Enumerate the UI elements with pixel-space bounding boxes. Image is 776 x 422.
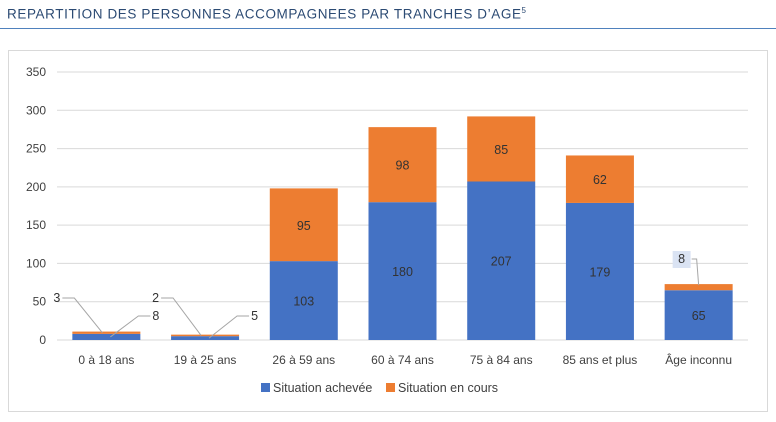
- x-tick-label-0: 0 à 18 ans: [78, 353, 134, 367]
- legend-label-achevee: Situation achevée: [273, 381, 372, 395]
- page-title: REPARTITION DES PERSONNES ACCOMPAGNEES P…: [7, 6, 526, 22]
- title-divider: [0, 28, 776, 29]
- data-label-achevee-2: 103: [293, 295, 314, 309]
- callout-line-en-cours-0: [62, 297, 103, 334]
- y-tick-label-350: 350: [26, 65, 46, 79]
- bar-achevee-1: [171, 336, 240, 340]
- data-label-en-cours-6: 8: [678, 252, 685, 266]
- y-tick-label-50: 50: [33, 295, 47, 309]
- bar-en-cours-1: [171, 334, 240, 337]
- data-label-en-cours-5: 62: [593, 173, 607, 187]
- page-title-text: REPARTITION DES PERSONNES ACCOMPAGNEES P…: [7, 6, 522, 22]
- x-tick-label-1: 19 à 25 ans: [174, 353, 237, 367]
- callout-line-achevee-1: [208, 315, 250, 339]
- data-label-achevee-3: 180: [392, 265, 413, 279]
- bar-en-cours-3: [368, 127, 437, 203]
- x-tick-label-5: 85 ans et plus: [563, 353, 638, 367]
- y-tick-label-200: 200: [26, 180, 46, 194]
- data-label-en-cours-3: 98: [396, 159, 410, 173]
- footnote-marker: 5: [521, 6, 526, 15]
- bar-achevee-6: [664, 290, 733, 340]
- bar-en-cours-5: [565, 155, 634, 203]
- x-tick-label-6: Âge inconnu: [665, 352, 732, 367]
- data-label-en-cours-4: 85: [494, 143, 508, 157]
- y-tick-label-100: 100: [26, 256, 46, 270]
- callout-line-achevee-0: [110, 315, 151, 338]
- data-label-achevee-5: 179: [589, 265, 610, 279]
- bar-achevee-3: [368, 202, 437, 340]
- bar-achevee-4: [467, 181, 536, 340]
- legend-label-en-cours: Situation en cours: [398, 381, 498, 395]
- data-label-achevee-6: 65: [692, 309, 706, 323]
- x-tick-label-2: 26 à 59 ans: [272, 353, 335, 367]
- data-label-en-cours-2: 95: [297, 219, 311, 233]
- data-label-achevee-1: 5: [251, 309, 258, 323]
- bar-en-cours-2: [269, 188, 338, 262]
- bar-achevee-5: [565, 202, 634, 340]
- data-label-achevee-0: 8: [152, 309, 159, 323]
- bar-en-cours-6: [664, 284, 733, 291]
- data-label-en-cours-0: 3: [53, 291, 60, 305]
- y-tick-label-150: 150: [26, 218, 46, 232]
- legend-swatch-en-cours: [386, 383, 395, 392]
- bar-achevee-0: [72, 333, 141, 340]
- callout-line-en-cours-1: [161, 297, 202, 336]
- data-label-en-cours-bg-6: [672, 251, 691, 268]
- chart-frame: [8, 50, 768, 412]
- bar-en-cours-4: [467, 116, 536, 182]
- data-label-achevee-4: 207: [491, 255, 512, 269]
- bar-achevee-2: [269, 261, 338, 340]
- y-tick-label-0: 0: [39, 333, 46, 347]
- x-tick-label-4: 75 à 84 ans: [470, 353, 533, 367]
- data-label-en-cours-1: 2: [152, 291, 159, 305]
- bar-en-cours-0: [72, 331, 141, 334]
- x-tick-label-3: 60 à 74 ans: [371, 353, 434, 367]
- y-tick-label-300: 300: [26, 103, 46, 117]
- y-tick-label-250: 250: [26, 142, 46, 156]
- legend-swatch-achevee: [261, 383, 270, 392]
- callout-line-en-cours-6: [691, 258, 700, 286]
